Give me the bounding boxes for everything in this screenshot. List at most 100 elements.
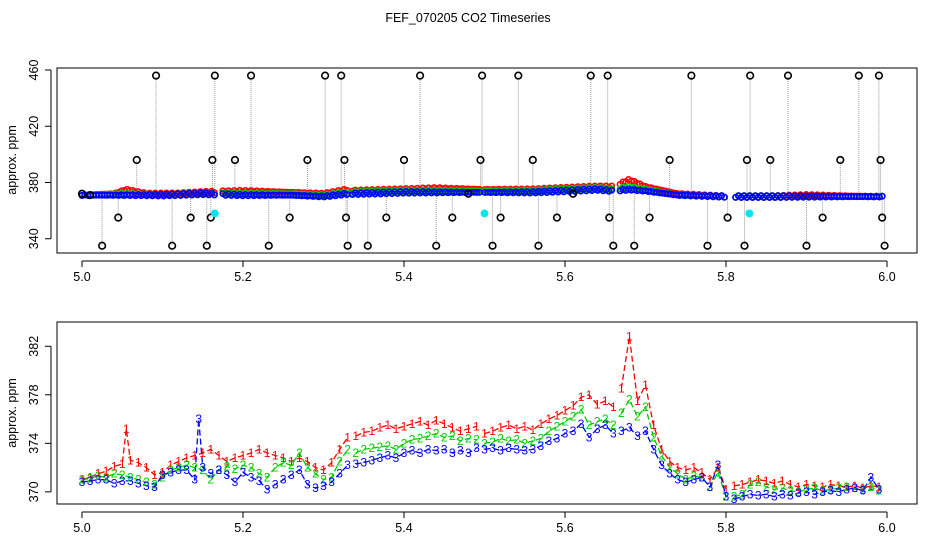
bottom-series-2-label: 2 bbox=[304, 461, 311, 475]
bottom-series-2-label: 2 bbox=[876, 484, 883, 498]
bottom-series-2-label: 2 bbox=[819, 484, 826, 498]
reference-point bbox=[783, 71, 793, 80]
bottom-series-1-label: 1 bbox=[835, 479, 842, 493]
bottom-series-3-label: 3 bbox=[87, 474, 94, 488]
bottom-series-1-label: 1 bbox=[344, 430, 351, 444]
reference-point bbox=[151, 71, 161, 80]
x-tick-label: 5.2 bbox=[234, 270, 251, 284]
bottom-panel-series-lines bbox=[81, 336, 880, 500]
bottom-series-2-label: 2 bbox=[658, 448, 665, 462]
bottom-series-3-label: 3 bbox=[626, 421, 633, 435]
bottom-series-1-label: 1 bbox=[417, 414, 424, 428]
bottom-series-1-label: 1 bbox=[489, 424, 496, 438]
bottom-series-1-label: 1 bbox=[328, 456, 335, 470]
y-tick-label: 460 bbox=[27, 60, 41, 81]
bottom-series-3-label: 3 bbox=[610, 427, 617, 441]
x-tick-label: 6.0 bbox=[878, 270, 895, 284]
bottom-series-2-label: 2 bbox=[248, 461, 255, 475]
bottom-panel-frame bbox=[56, 321, 918, 505]
reference-point bbox=[552, 213, 562, 222]
reference-point bbox=[836, 155, 845, 165]
bottom-series-3-label: 3 bbox=[618, 424, 625, 438]
bottom-series-2-label: 2 bbox=[127, 470, 134, 484]
reference-point bbox=[854, 71, 863, 80]
reference-point bbox=[528, 155, 537, 165]
bottom-series-1-label: 1 bbox=[546, 412, 553, 426]
reference-point bbox=[878, 213, 887, 222]
bottom-series-3-label: 3 bbox=[489, 441, 496, 455]
reference-point bbox=[186, 213, 195, 222]
bottom-series-3-label: 3 bbox=[175, 463, 182, 477]
bottom-series-2-label: 2 bbox=[731, 490, 738, 504]
bottom-series-3-label: 3 bbox=[159, 468, 166, 482]
bottom-series-2-label: 2 bbox=[787, 484, 794, 498]
bottom-series-2-label: 2 bbox=[385, 439, 392, 453]
bottom-series-3-label: 3 bbox=[795, 486, 802, 500]
bottom-series-1-label: 1 bbox=[175, 455, 182, 469]
reference-point bbox=[687, 71, 696, 80]
reference-point bbox=[477, 71, 487, 80]
bottom-series-2-label: 2 bbox=[562, 414, 569, 428]
reference-point bbox=[114, 213, 123, 222]
bottom-series-2-label: 2 bbox=[489, 435, 496, 449]
bottom-series-3-label: 3 bbox=[191, 473, 198, 487]
bottom-series-2-label: 2 bbox=[417, 431, 424, 445]
bottom-series-1-label: 1 bbox=[393, 422, 400, 436]
bottom-series-3-label: 3 bbox=[521, 444, 528, 458]
bottom-series-3-label: 3 bbox=[457, 444, 464, 458]
bottom-series-3-label: 3 bbox=[860, 484, 867, 498]
bottom-series-3-label: 3 bbox=[409, 444, 416, 458]
bottom-series-1-label: 1 bbox=[224, 455, 231, 469]
bottom-series-1-label: 1 bbox=[578, 390, 585, 404]
bottom-series-1-label: 1 bbox=[674, 461, 681, 475]
bottom-series-3-label: 3 bbox=[546, 434, 553, 448]
highlight-point bbox=[480, 209, 489, 218]
bottom-series-1-label: 1 bbox=[457, 424, 464, 438]
bottom-series-2-label: 2 bbox=[449, 429, 456, 443]
reference-point bbox=[880, 241, 889, 250]
bottom-series-2-label: 2 bbox=[505, 434, 512, 448]
bottom-series-3-label: 3 bbox=[296, 463, 303, 477]
bottom-series-3-label: 3 bbox=[256, 474, 263, 488]
bottom-series-2-label: 2 bbox=[513, 433, 520, 447]
bottom-series-1-label: 1 bbox=[216, 448, 223, 462]
bottom-series-3-label: 3 bbox=[682, 475, 689, 489]
bottom-series-3-label: 3 bbox=[586, 430, 593, 444]
bottom-series-2-label: 2 bbox=[143, 475, 150, 489]
bottom-series-1-label: 1 bbox=[650, 418, 657, 432]
reference-point bbox=[742, 155, 752, 165]
bottom-series-2-label: 2 bbox=[626, 393, 633, 407]
bottom-series-1-label: 1 bbox=[441, 417, 448, 431]
bottom-series-2-label: 2 bbox=[175, 461, 182, 475]
bottom-series-2-label: 2 bbox=[103, 470, 110, 484]
bottom-series-3-label: 3 bbox=[216, 463, 223, 477]
bottom-series-2-label: 2 bbox=[425, 429, 432, 443]
bottom-series-3-label: 3 bbox=[723, 490, 730, 504]
bottom-series-1-label: 1 bbox=[529, 423, 536, 437]
bottom-series-3-label: 3 bbox=[79, 475, 86, 489]
bottom-series-3-label: 3 bbox=[594, 422, 601, 436]
bottom-series-1-label: 1 bbox=[771, 476, 778, 490]
reference-point bbox=[802, 241, 811, 250]
bottom-series-2-label: 2 bbox=[715, 465, 722, 479]
reference-point bbox=[476, 155, 485, 165]
top-panel-y-label: approx. ppm bbox=[5, 125, 19, 194]
reference-point bbox=[132, 155, 141, 165]
bottom-series-2-label: 2 bbox=[868, 480, 875, 494]
bottom-series-3-label: 3 bbox=[642, 424, 649, 438]
bottom-series-1-label: 1 bbox=[368, 424, 375, 438]
bottom-series-2-label: 2 bbox=[827, 482, 834, 496]
bottom-series-1-label: 1 bbox=[288, 455, 295, 469]
reference-point bbox=[665, 155, 674, 165]
reference-point bbox=[568, 189, 578, 198]
bottom-series-1-label: 1 bbox=[610, 400, 617, 414]
reference-point bbox=[514, 71, 523, 80]
bottom-series-3-label: 3 bbox=[819, 485, 826, 499]
bottom-series-3-label: 3 bbox=[562, 427, 569, 441]
bottom-series-1-label: 1 bbox=[731, 479, 738, 493]
bottom-series-3-label: 3 bbox=[731, 492, 738, 506]
reference-point bbox=[264, 241, 273, 250]
reference-point bbox=[399, 155, 409, 165]
bottom-series-2-label: 2 bbox=[835, 481, 842, 495]
